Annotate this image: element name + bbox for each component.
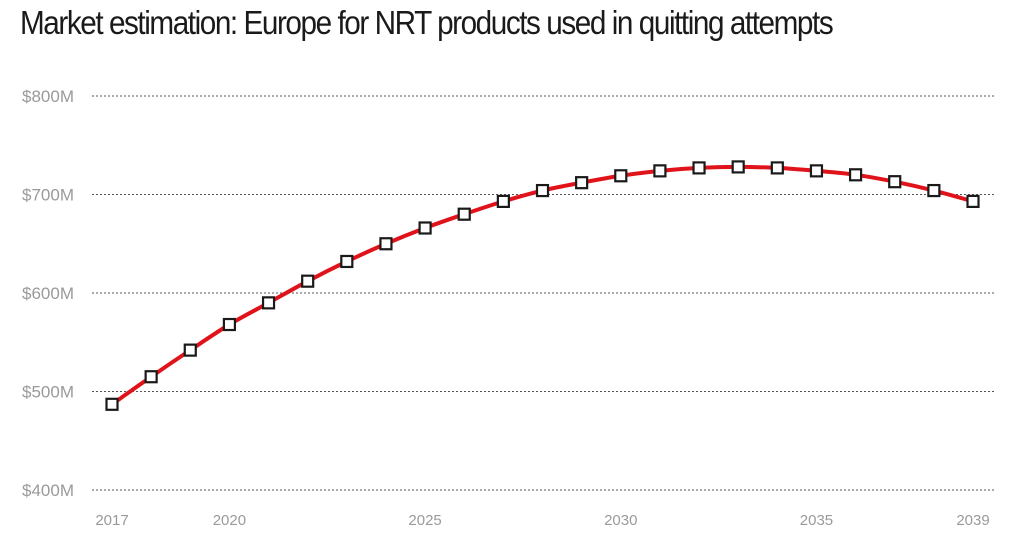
x-tick-label: 2017 xyxy=(95,512,128,529)
data-point-2026 xyxy=(457,207,471,221)
y-tick-label: $700M xyxy=(22,186,74,205)
data-point-2030 xyxy=(614,169,628,183)
data-point-2027 xyxy=(496,194,510,208)
data-point-2022 xyxy=(301,274,315,288)
data-point-2029 xyxy=(575,176,589,190)
data-point-2037 xyxy=(888,175,902,189)
data-point-2033 xyxy=(731,160,745,174)
chart-title: Market estimation: Europe for NRT produc… xyxy=(20,4,834,41)
y-tick-label: $500M xyxy=(22,383,74,402)
y-axis-ticks: $400M $500M $600M $700M $800M xyxy=(22,87,74,500)
data-point-2019 xyxy=(183,343,197,357)
y-tick-label: $800M xyxy=(22,87,74,106)
y-tick-label: $600M xyxy=(22,284,74,303)
data-point-2036 xyxy=(848,168,863,182)
data-point-2020 xyxy=(222,317,237,332)
data-point-2039 xyxy=(966,194,980,208)
data-point-2032 xyxy=(692,161,706,175)
data-point-2021 xyxy=(261,296,276,310)
data-point-2035 xyxy=(809,164,824,178)
x-tick-label: 2025 xyxy=(408,512,441,529)
y-tick-label: $400M xyxy=(22,481,74,500)
data-point-2024 xyxy=(379,237,393,251)
data-point-2034 xyxy=(770,161,784,175)
gridlines xyxy=(92,95,994,491)
data-point-2018 xyxy=(144,370,158,384)
data-point-2017 xyxy=(105,397,119,411)
x-axis-ticks: 2017 2020 2025 2030 2035 2039 xyxy=(95,512,989,529)
x-tick-label: 2030 xyxy=(604,512,637,529)
data-point-2028 xyxy=(535,183,550,198)
data-point-2038 xyxy=(927,183,941,198)
x-tick-label: 2039 xyxy=(956,512,989,529)
data-point-2031 xyxy=(653,164,667,178)
x-tick-label: 2035 xyxy=(800,512,833,529)
data-point-2025 xyxy=(418,221,432,235)
series-layer xyxy=(105,160,980,411)
x-tick-label: 2020 xyxy=(213,512,246,529)
data-point-2023 xyxy=(340,254,354,269)
series-line xyxy=(110,164,975,407)
